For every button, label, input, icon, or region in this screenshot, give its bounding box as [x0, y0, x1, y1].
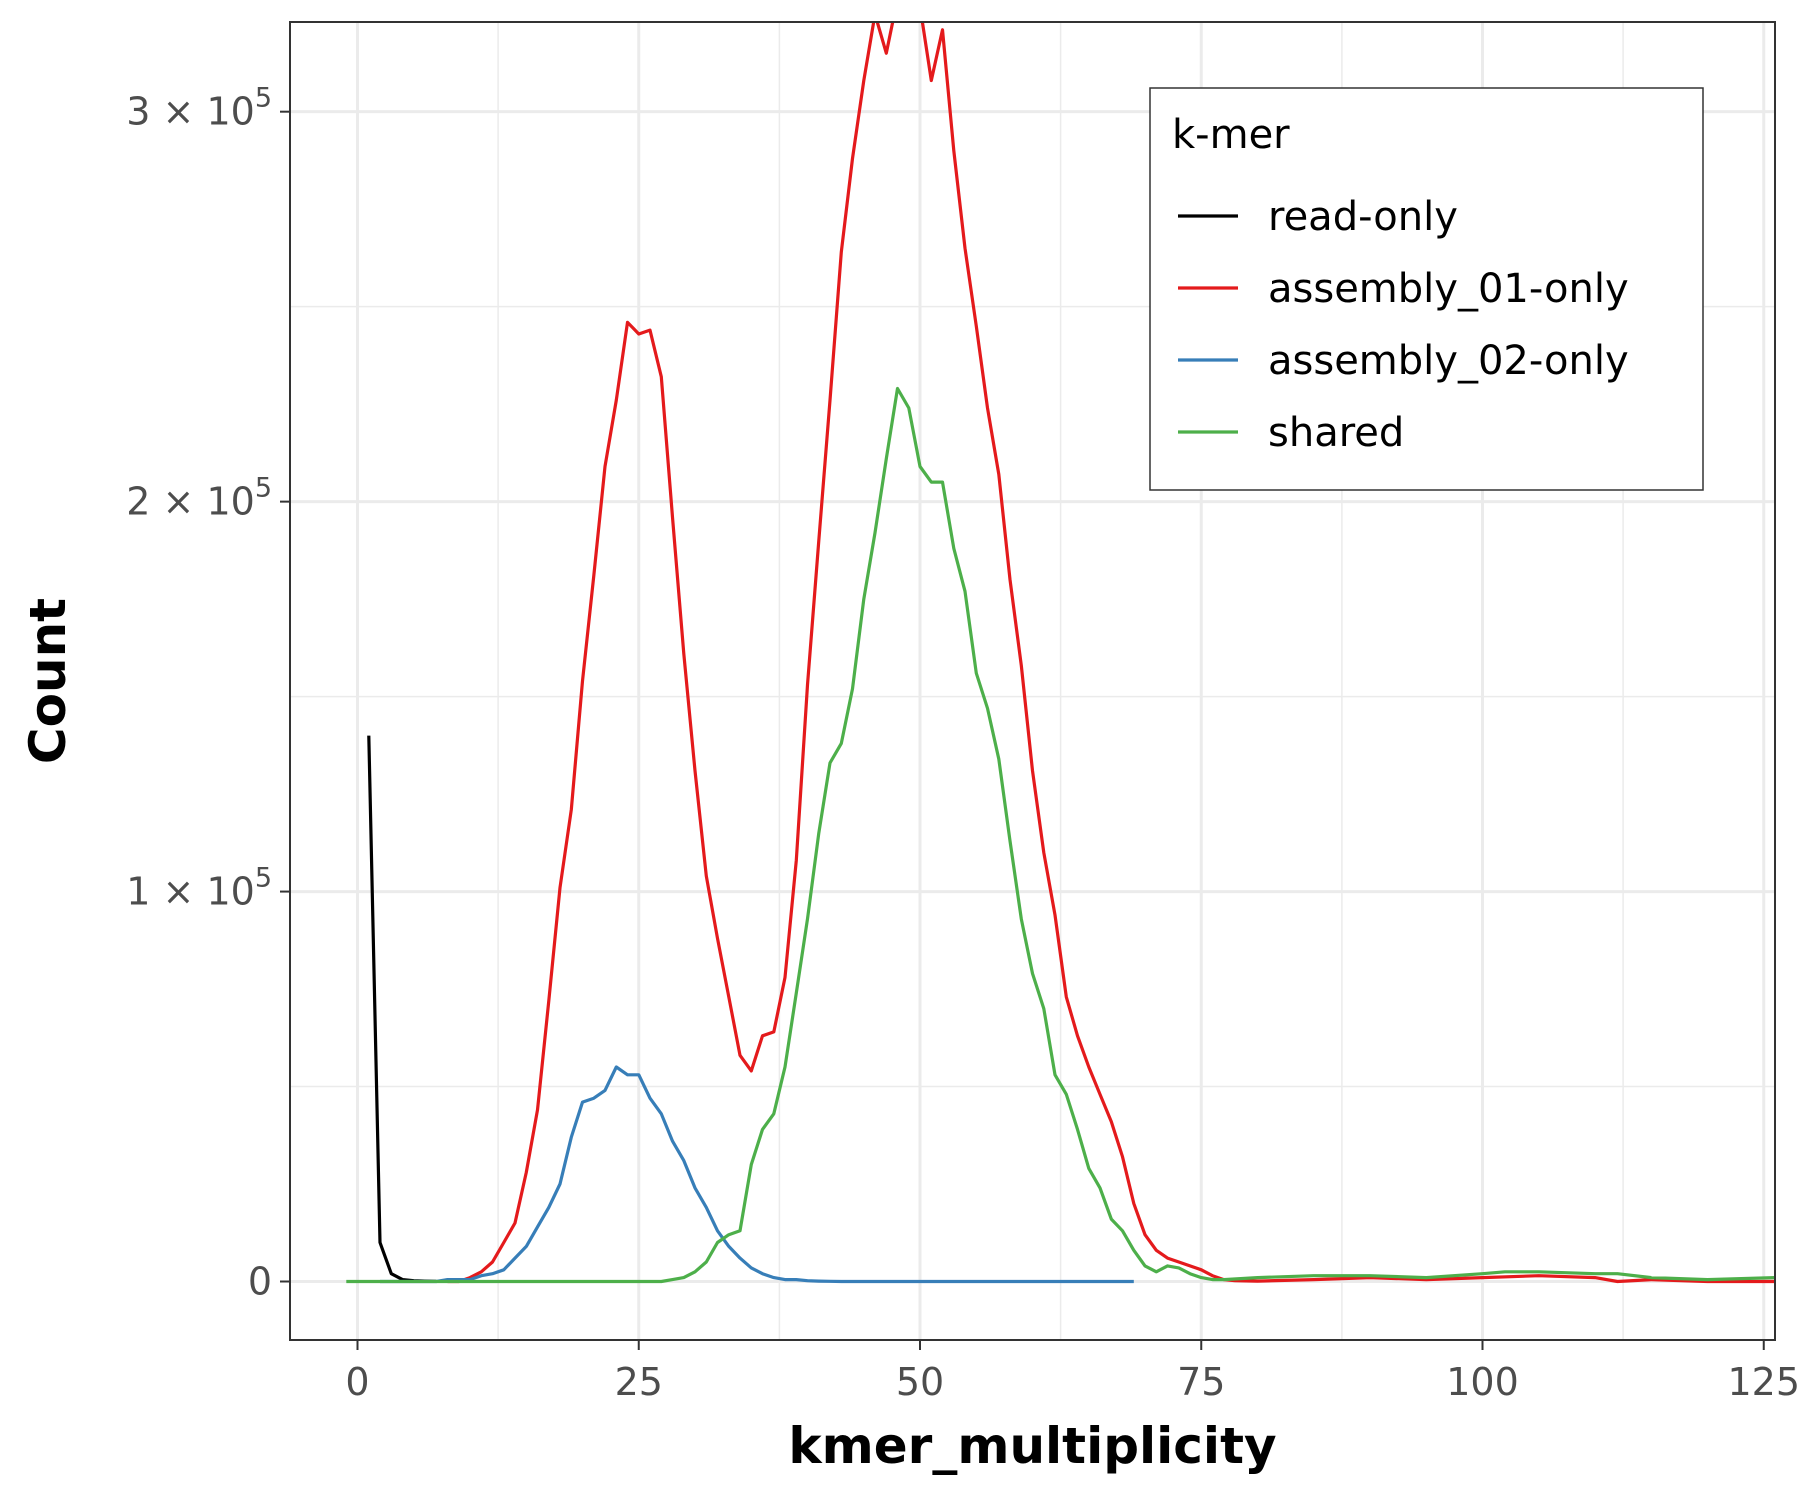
legend-items: read-only assembly_01-only assembly_02-onl…	[1178, 194, 1629, 456]
legend-box	[1149, 87, 1704, 491]
legend-label: shared	[1268, 410, 1404, 456]
legend-label: assembly_02-only	[1268, 338, 1629, 384]
x-axis-ticks: 0 25 50 75 100 125	[345, 1340, 1800, 1404]
x-tick-label: 50	[896, 1360, 944, 1404]
series-line-assembly-01-only	[447, 22, 1775, 1284]
x-axis-title: kmer_multiplicity	[788, 1417, 1276, 1475]
x-tick-label: 100	[1446, 1360, 1519, 1404]
series-line-shared	[346, 386, 1775, 1284]
y-tick-label: 1 × 105	[126, 863, 272, 914]
y-tick-label: 0	[248, 1260, 272, 1304]
y-axis-title: Count	[19, 598, 77, 764]
x-tick-label: 75	[1177, 1360, 1225, 1404]
legend: k-mer read-only assembly_01-only assembly_…	[1149, 87, 1704, 491]
legend-label: assembly_01-only	[1268, 266, 1629, 312]
y-tick-label: 2 × 105	[126, 473, 272, 524]
series-lines	[346, 22, 1775, 1284]
y-axis-ticks: 0 1 × 105 2 × 105 3 × 105	[126, 83, 290, 1304]
legend-title: k-mer	[1172, 112, 1290, 158]
y-tick-label: 3 × 105	[126, 83, 272, 134]
series-line-assembly-02-only	[380, 1065, 1134, 1284]
x-tick-label: 0	[345, 1360, 369, 1404]
x-tick-label: 125	[1727, 1360, 1800, 1404]
x-tick-label: 25	[615, 1360, 663, 1404]
panel-border	[289, 21, 1776, 1341]
legend-label: read-only	[1268, 194, 1458, 240]
